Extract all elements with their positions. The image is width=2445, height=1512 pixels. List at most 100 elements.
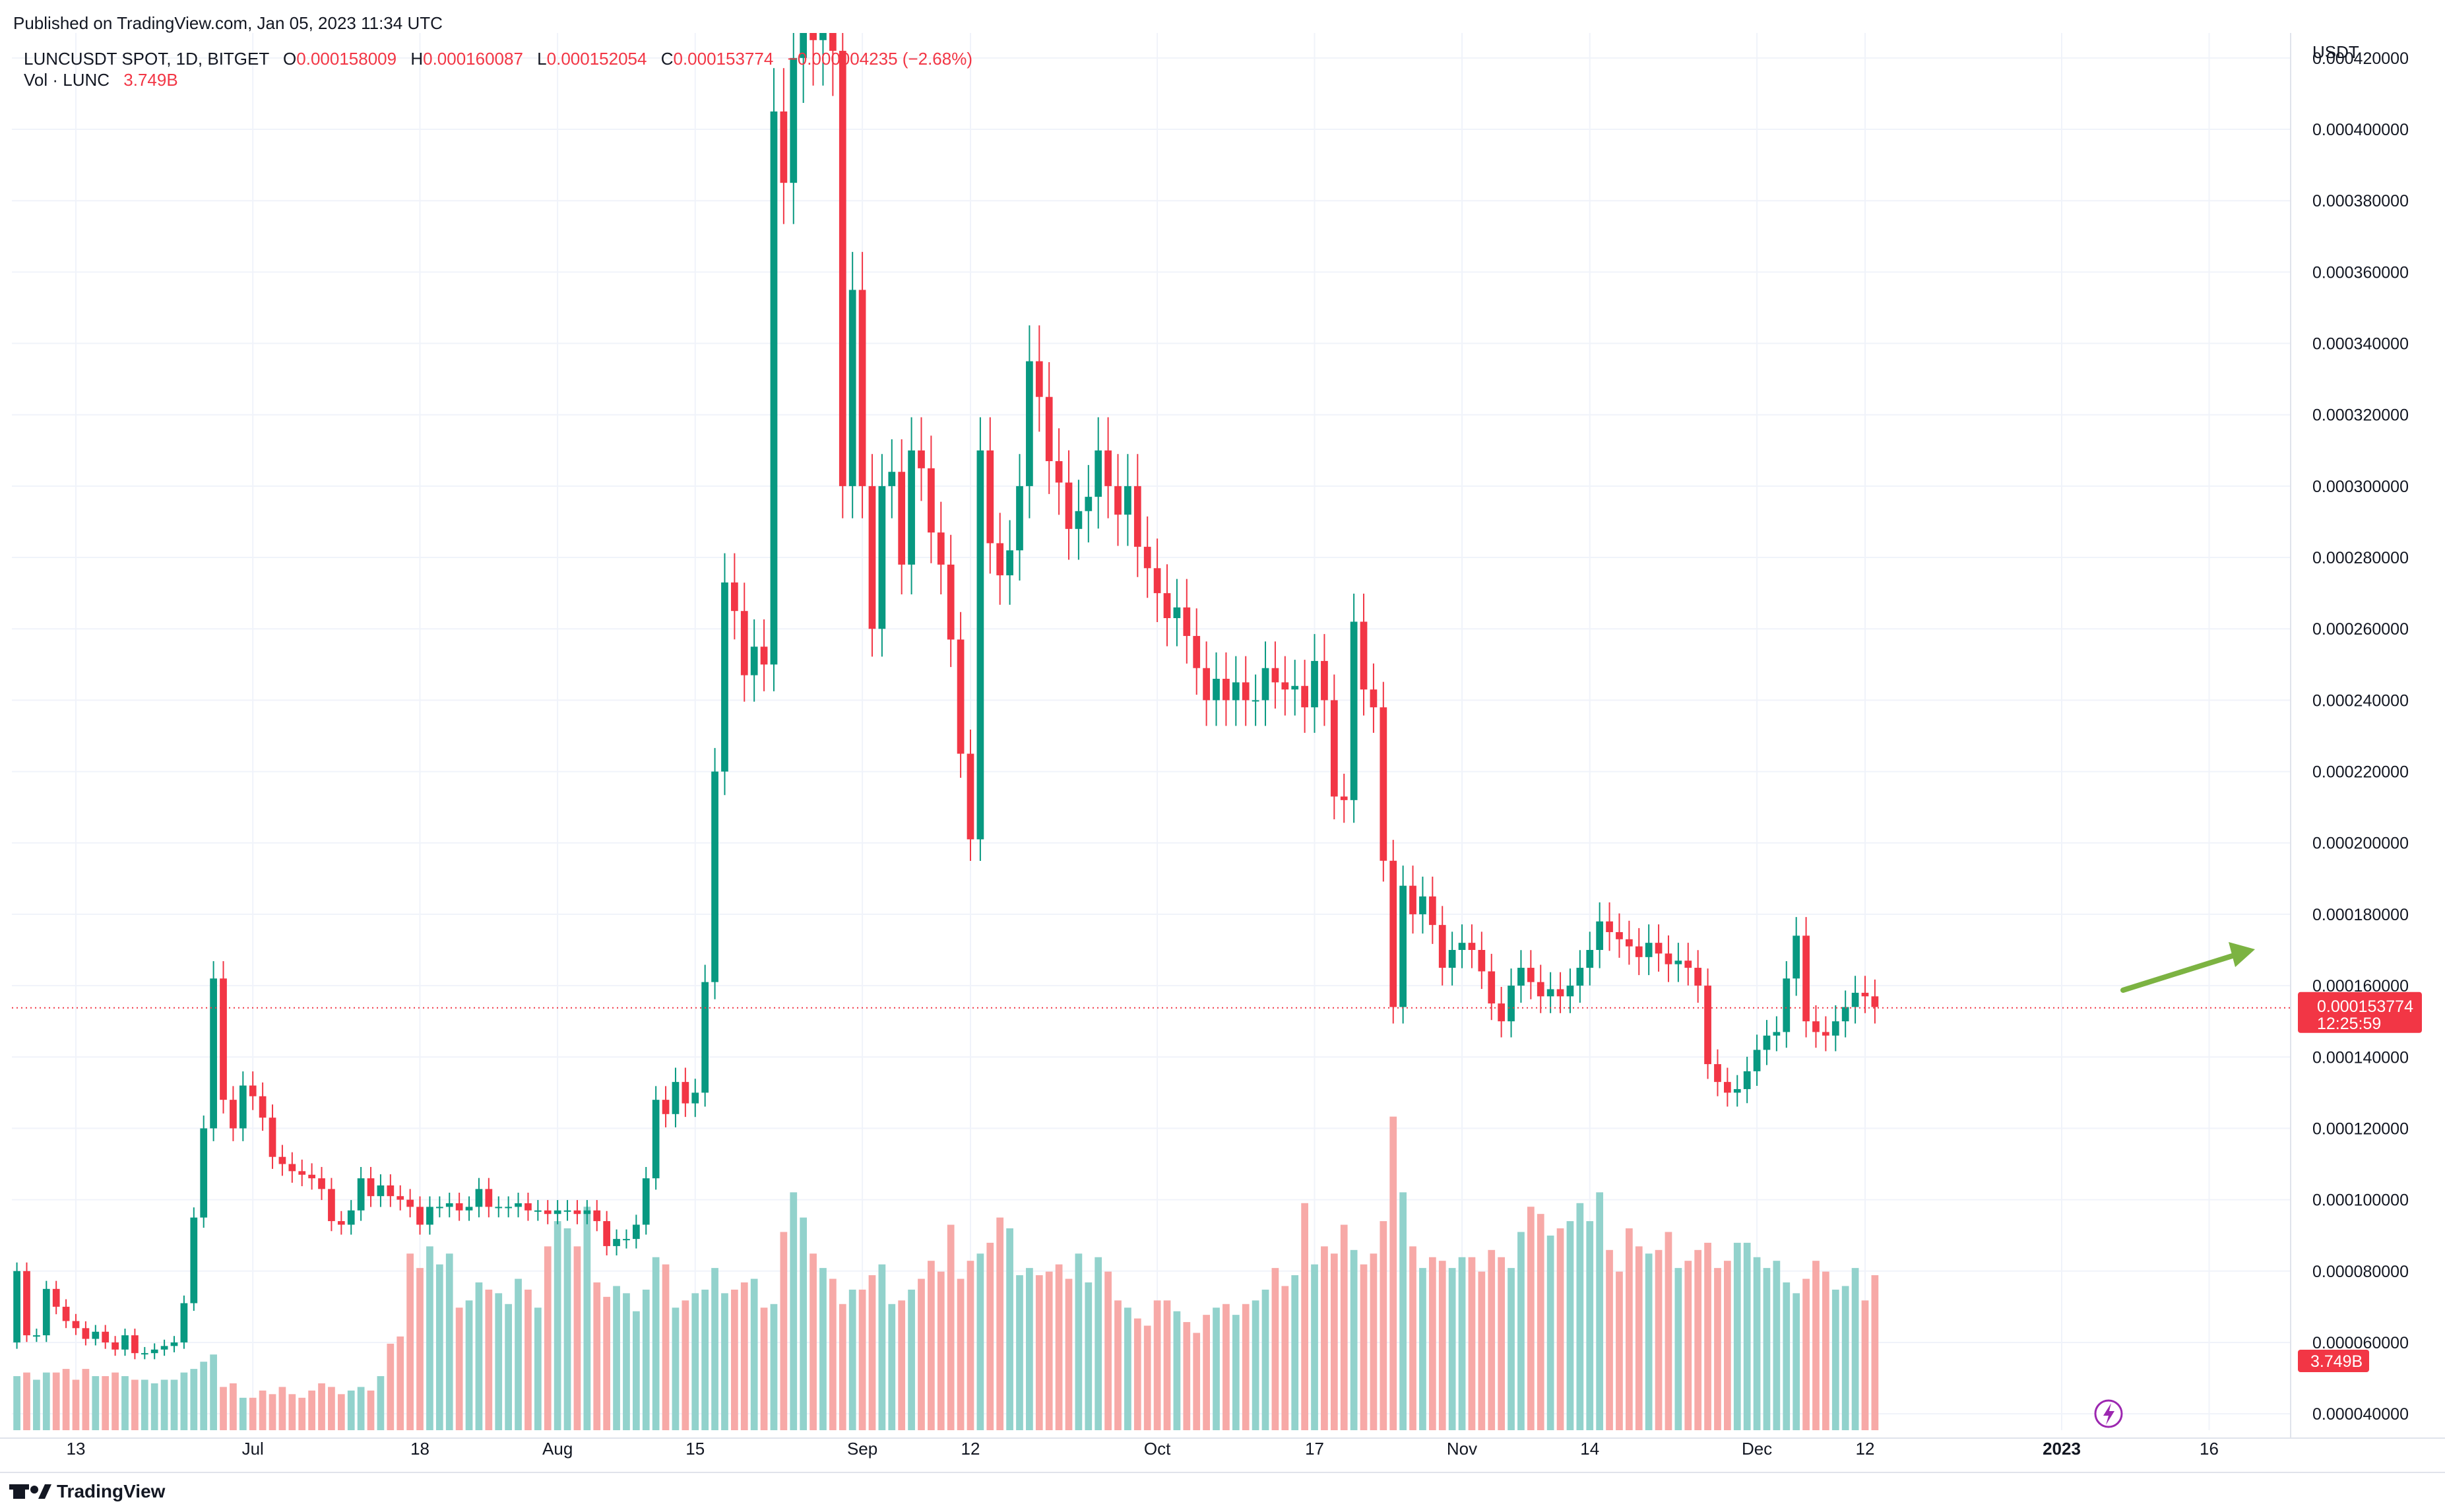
- volume-bar: [1655, 1249, 1663, 1430]
- volume-bar: [672, 1307, 680, 1430]
- volume-bar: [1133, 1318, 1141, 1430]
- candle-body: [475, 1189, 483, 1207]
- volume-bar: [593, 1282, 601, 1430]
- volume-bar: [937, 1271, 945, 1430]
- y-tick-label: 0.000220000: [2312, 763, 2409, 782]
- symbol-line: LUNCUSDT SPOT, 1D, BITGET: [24, 49, 269, 69]
- candle-body: [406, 1199, 414, 1207]
- volume-bar: [230, 1383, 237, 1430]
- candles: [13, 33, 1879, 1360]
- candle-body: [1684, 961, 1692, 968]
- candle-body: [1104, 450, 1112, 486]
- volume-label: Vol · LUNC: [24, 70, 110, 90]
- volume-bar: [928, 1261, 935, 1430]
- y-tick-label: 0.000200000: [2312, 835, 2409, 853]
- lightning-icon[interactable]: [2094, 1399, 2123, 1428]
- open-label: O: [283, 49, 296, 69]
- volume-bar: [298, 1397, 306, 1430]
- volume-bar: [1045, 1271, 1053, 1430]
- candle-body: [682, 1082, 689, 1104]
- volume-bar: [682, 1300, 689, 1430]
- candle-body: [367, 1178, 375, 1197]
- x-tick-label: Jul: [242, 1439, 264, 1459]
- countdown-label: 12:25:59: [2317, 1015, 2381, 1033]
- volume-bar: [1016, 1275, 1023, 1430]
- candle-body: [1055, 461, 1063, 483]
- candle-body: [1143, 546, 1151, 569]
- volume-bar: [1753, 1257, 1761, 1430]
- y-tick-label: 0.000420000: [2312, 49, 2409, 68]
- volume-bar: [1252, 1300, 1259, 1430]
- volume-bar: [485, 1289, 493, 1430]
- candle-body: [1812, 1021, 1820, 1032]
- volume-bar: [908, 1289, 915, 1430]
- trend-arrow-icon: [2120, 942, 2255, 993]
- candle-body: [947, 564, 955, 640]
- x-tick-label: 16: [2200, 1439, 2219, 1459]
- candle-body: [986, 450, 994, 544]
- volume-bar: [1242, 1304, 1250, 1430]
- candle-body: [180, 1303, 188, 1342]
- candle-body: [1861, 992, 1869, 997]
- candle-body: [810, 33, 817, 40]
- x-tick-label: 17: [1305, 1439, 1324, 1459]
- volume-bar: [760, 1307, 768, 1430]
- volume-bar: [1724, 1261, 1731, 1430]
- y-tick-label: 0.000240000: [2312, 691, 2409, 710]
- volume-bar: [337, 1394, 345, 1430]
- candle-body: [1133, 486, 1141, 547]
- tradingview-logo[interactable]: TradingView: [9, 1481, 166, 1501]
- volume-bar: [839, 1304, 846, 1430]
- candle-body: [1045, 396, 1053, 462]
- volume-bar: [1674, 1268, 1682, 1430]
- volume-bar: [1566, 1221, 1574, 1430]
- candle-body: [269, 1118, 276, 1157]
- y-tick-label: 0.000140000: [2312, 1048, 2409, 1067]
- volume-bar: [740, 1282, 748, 1430]
- candle-body: [819, 33, 827, 40]
- volume-bar: [800, 1217, 808, 1430]
- volume-bar: [1468, 1257, 1476, 1430]
- volume-bar: [1498, 1257, 1506, 1430]
- volume-bar: [308, 1390, 315, 1430]
- candle-body: [937, 532, 945, 565]
- volume-bar: [810, 1253, 817, 1430]
- volume-bar: [1075, 1253, 1083, 1430]
- volume-bar: [1851, 1268, 1859, 1430]
- candle-body: [701, 982, 709, 1093]
- candle-body: [23, 1271, 30, 1336]
- candle-body: [1871, 996, 1879, 1007]
- candle-body: [1203, 668, 1210, 701]
- candle-body: [1537, 982, 1544, 997]
- candle-body: [82, 1328, 90, 1339]
- candle-body: [445, 1203, 453, 1207]
- candle-body: [1330, 700, 1338, 797]
- volume-bar: [102, 1376, 110, 1430]
- candle-body: [505, 1207, 513, 1209]
- volume-bar: [1261, 1289, 1269, 1430]
- candle-body: [495, 1207, 503, 1209]
- candle-body: [1409, 885, 1416, 914]
- candle-body: [1488, 971, 1496, 1004]
- volume-bar: [495, 1293, 503, 1430]
- volume-bar: [23, 1372, 30, 1430]
- candle-body: [1576, 968, 1584, 986]
- candle-body: [888, 472, 896, 486]
- candle-body: [1733, 1088, 1741, 1093]
- y-tick-label: 0.000080000: [2312, 1263, 2409, 1281]
- volume-bar: [1812, 1261, 1820, 1430]
- volume-bar: [1419, 1268, 1426, 1430]
- close-label: C: [661, 49, 674, 69]
- volume-value: 3.749B: [123, 70, 177, 90]
- volume-bar: [367, 1390, 375, 1430]
- candle-body: [623, 1239, 630, 1241]
- volume-bar: [180, 1372, 188, 1430]
- volume-bar: [1232, 1315, 1240, 1430]
- candle-body: [1458, 943, 1466, 951]
- svg-text:Vol · LUNC 3.749B: Vol · LUNC 3.749B: [24, 70, 178, 90]
- volume-bar: [1153, 1300, 1161, 1430]
- volume-bar: [426, 1246, 433, 1430]
- candle-body: [1665, 953, 1672, 964]
- candle-body: [190, 1217, 198, 1304]
